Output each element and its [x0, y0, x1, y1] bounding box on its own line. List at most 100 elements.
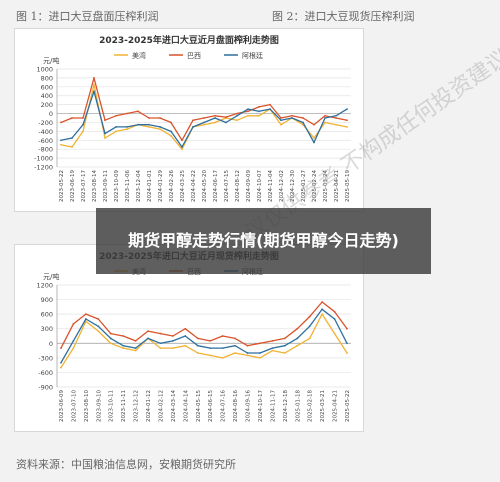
x-tick-label: 2023-11-06 — [125, 170, 131, 202]
series-point-2 — [346, 108, 348, 110]
x-tick-label: 2023-10-11 — [109, 390, 115, 422]
x-tick-label: 2024-06-17 — [213, 170, 219, 202]
series-point-1 — [302, 117, 304, 119]
x-tick-label: 2025-03-21 — [320, 390, 326, 422]
series-point-2 — [60, 361, 62, 364]
x-tick-label: 2025-04-21 — [334, 170, 340, 202]
y-tick-label: 300 — [41, 325, 53, 333]
series-point-1 — [236, 112, 238, 115]
series-point-2 — [258, 110, 260, 113]
series-point-1 — [296, 327, 299, 330]
y-tick-label: 600 — [41, 83, 53, 91]
legend-label-0: 美湾 — [132, 51, 146, 60]
series-point-1 — [221, 335, 224, 337]
series-point-2 — [346, 342, 348, 345]
x-tick-label: 2024-11-17 — [270, 390, 276, 422]
series-point-0 — [271, 349, 274, 352]
series-point-0 — [159, 128, 161, 131]
x-tick-label: 2023-09-11 — [103, 170, 109, 202]
series-point-1 — [170, 121, 172, 124]
x-tick-label: 2024-01-12 — [146, 390, 152, 422]
series-point-1 — [134, 339, 137, 342]
x-tick-label: 2025-02-24 — [312, 170, 318, 202]
series-point-1 — [280, 117, 282, 119]
series-point-1 — [313, 123, 315, 126]
x-tick-label: 2023-07-17 — [81, 170, 87, 202]
series-point-1 — [269, 103, 271, 106]
x-tick-label: 2025-03-24 — [323, 170, 329, 202]
series-point-2 — [172, 339, 174, 342]
series-point-1 — [93, 77, 95, 79]
series-point-1 — [324, 114, 326, 117]
x-tick-label: 2024-07-15 — [224, 170, 230, 202]
series-point-2 — [109, 337, 112, 340]
series-point-2 — [214, 117, 216, 119]
x-tick-label: 2024-09-09 — [246, 170, 252, 202]
series-point-2 — [313, 141, 315, 144]
series-point-2 — [234, 344, 236, 347]
series-point-0 — [196, 352, 199, 354]
series-point-0 — [93, 83, 95, 86]
series-point-1 — [234, 337, 236, 340]
series-point-1 — [60, 347, 62, 350]
series-point-2 — [269, 108, 271, 110]
series-point-0 — [313, 137, 315, 139]
x-tick-label: 2024-02-26 — [169, 170, 175, 202]
series-line-1 — [60, 301, 348, 349]
series-point-2 — [104, 132, 106, 135]
series-point-1 — [115, 114, 117, 117]
x-tick-label: 2025-05-19 — [345, 170, 351, 202]
series-point-0 — [346, 126, 348, 128]
x-tick-label: 2024-12-02 — [279, 170, 285, 202]
x-tick-label: 2023-09-10 — [96, 390, 102, 422]
series-point-1 — [333, 310, 336, 313]
series-point-2 — [246, 352, 249, 354]
series-point-2 — [134, 347, 137, 350]
x-tick-label: 2023-11-11 — [121, 390, 127, 422]
x-tick-label: 2023-12-12 — [134, 390, 140, 422]
series-point-2 — [126, 126, 128, 128]
x-tick-label: 2023-12-04 — [136, 170, 142, 202]
series-point-0 — [280, 123, 282, 126]
series-point-2 — [335, 114, 337, 117]
series-point-1 — [196, 337, 199, 340]
series-point-1 — [246, 344, 249, 347]
series-point-2 — [181, 146, 183, 148]
series-point-1 — [271, 339, 274, 342]
y-tick-label: 900 — [41, 296, 53, 304]
series-point-2 — [321, 308, 324, 311]
x-tick-label: 2023-05-22 — [59, 170, 65, 202]
series-point-1 — [159, 117, 161, 119]
series-point-2 — [159, 126, 161, 128]
series-point-2 — [170, 130, 172, 133]
x-tick-label: 2025-05-22 — [345, 390, 351, 422]
series-point-2 — [280, 119, 282, 122]
series-point-1 — [335, 117, 337, 119]
headline-overlay[interactable]: 期货甲醇走势行情(期货甲醇今日走势) — [96, 208, 431, 274]
series-point-0 — [209, 354, 212, 357]
series-point-0 — [234, 352, 236, 354]
y-tick-label: -1200 — [34, 164, 53, 172]
series-point-2 — [93, 90, 95, 93]
y-tick-label: 0 — [49, 110, 53, 118]
series-point-0 — [221, 356, 224, 359]
series-point-0 — [214, 121, 216, 124]
x-tick-label: 2025-02-18 — [308, 390, 314, 422]
series-point-1 — [259, 342, 261, 345]
series-point-2 — [236, 114, 238, 117]
series-point-2 — [148, 123, 150, 126]
series-point-1 — [225, 116, 227, 119]
series-point-0 — [203, 123, 205, 126]
x-tick-label: 2025-01-18 — [295, 390, 301, 422]
series-point-0 — [346, 352, 348, 354]
series-point-2 — [291, 117, 293, 119]
x-tick-label: 2024-10-07 — [257, 170, 263, 202]
series-point-2 — [72, 339, 75, 342]
series-point-2 — [84, 318, 87, 320]
series-point-2 — [225, 121, 227, 124]
x-tick-label: 2024-04-14 — [183, 390, 189, 422]
y-tick-label: -200 — [38, 119, 53, 127]
series-point-1 — [192, 119, 194, 122]
series-point-1 — [147, 330, 149, 333]
series-point-2 — [203, 121, 205, 124]
